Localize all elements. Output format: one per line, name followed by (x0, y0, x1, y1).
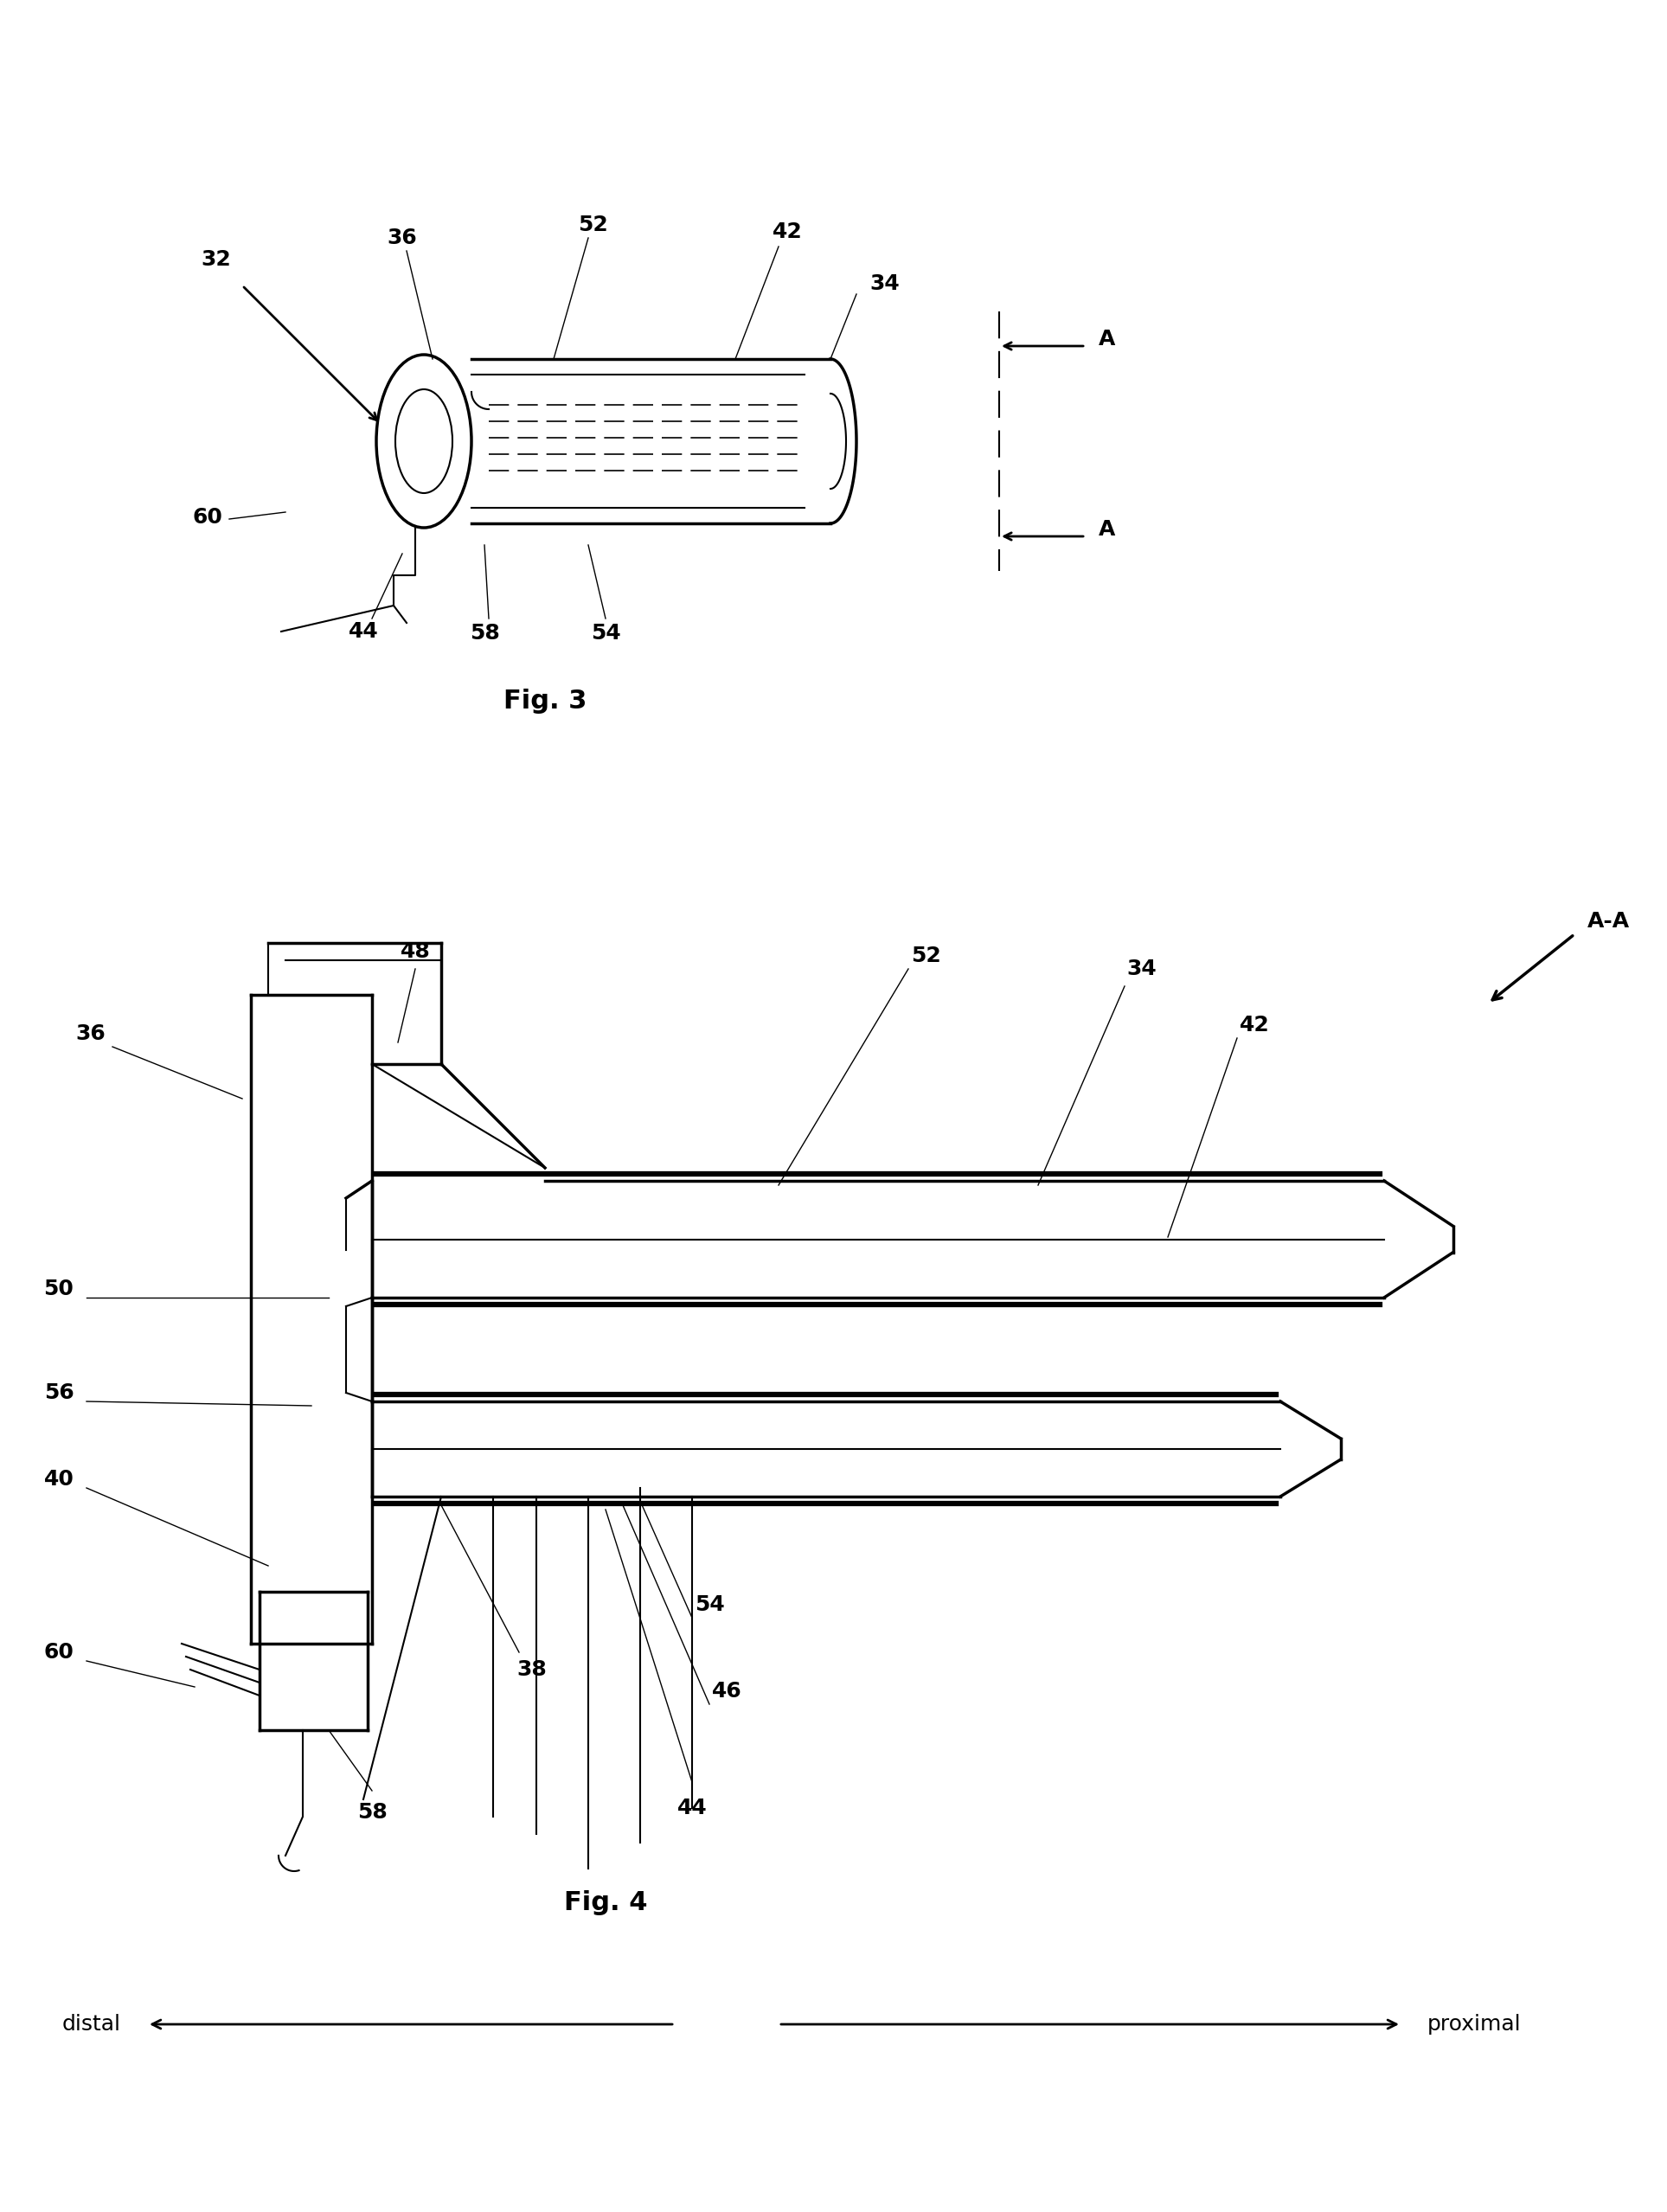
Text: 52: 52 (577, 215, 607, 234)
Text: 42: 42 (772, 221, 802, 243)
Text: 54: 54 (590, 624, 620, 644)
Text: 34: 34 (1127, 958, 1157, 980)
Text: Fig. 3: Fig. 3 (503, 688, 587, 712)
Text: 44: 44 (677, 1798, 707, 1818)
Text: 36: 36 (387, 228, 417, 248)
Text: A: A (1099, 520, 1115, 540)
Text: 40: 40 (43, 1469, 73, 1489)
Text: distal: distal (62, 2013, 122, 2035)
Text: 60: 60 (192, 507, 223, 529)
Text: 34: 34 (870, 274, 900, 294)
Text: 46: 46 (712, 1681, 742, 1701)
Text: 52: 52 (910, 945, 940, 967)
Text: A: A (1099, 330, 1115, 349)
Text: 36: 36 (75, 1024, 107, 1044)
Text: proximal: proximal (1427, 2013, 1522, 2035)
Text: A-A: A-A (1587, 911, 1630, 931)
Text: 60: 60 (43, 1641, 73, 1663)
Text: 32: 32 (202, 250, 232, 270)
Text: 48: 48 (400, 940, 430, 962)
Text: 38: 38 (517, 1659, 547, 1679)
Text: 58: 58 (470, 624, 500, 644)
Text: 44: 44 (348, 622, 378, 641)
Text: 50: 50 (43, 1279, 73, 1298)
Text: 56: 56 (43, 1382, 73, 1402)
Text: Fig. 4: Fig. 4 (563, 1891, 647, 1916)
Text: 58: 58 (357, 1803, 387, 1823)
Text: 54: 54 (695, 1595, 725, 1615)
Text: 42: 42 (1239, 1015, 1269, 1035)
